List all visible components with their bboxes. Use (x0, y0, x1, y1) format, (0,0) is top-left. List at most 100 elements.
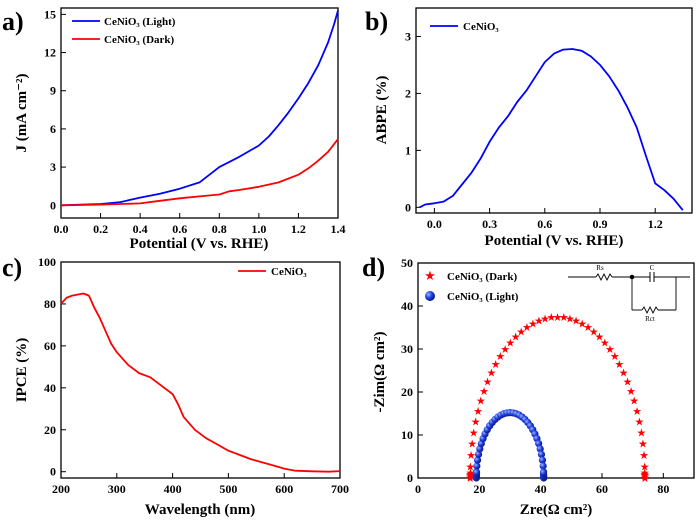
sphere-marker (538, 456, 547, 464)
panel-d-ticks: 0 20 40 60 80 0 10 20 30 40 50 (401, 256, 669, 496)
star-marker: ★ (511, 331, 521, 343)
panel-b-xlabel: Potential (V vs. RHE) (485, 233, 624, 249)
x-tick-label: 600 (275, 482, 293, 496)
panel-c: c) 200 300 400 500 600 700 0 20 40 60 80 100 Wavele… (2, 253, 349, 518)
panel-d-legend: ★ CeNiO₃ (Dark) CeNiO₃ (Light) (424, 268, 519, 303)
sphere-marker (472, 468, 481, 477)
circuit-label-rs: Rs (596, 264, 604, 272)
star-marker: ★ (571, 315, 581, 327)
star-marker: ★ (495, 351, 505, 363)
y-tick-label: 100 (38, 255, 56, 269)
y-tick-label: 0 (407, 471, 413, 485)
star-marker: ★ (505, 337, 515, 349)
star-marker: ★ (589, 326, 599, 338)
legend-label-dark: CeNiO₃ (Dark) (104, 34, 175, 46)
series-line (60, 10, 339, 207)
y-tick-label: 10 (401, 428, 413, 442)
legend-label-d-light: CeNiO₃ (Light) (447, 291, 519, 303)
x-tick-label: 400 (164, 482, 182, 496)
star-marker: ★ (491, 359, 501, 371)
star-marker: ★ (619, 367, 629, 379)
star-marker: ★ (640, 472, 650, 484)
star-marker: ★ (605, 344, 615, 356)
star-marker: ★ (471, 417, 481, 429)
star-marker: ★ (540, 313, 550, 325)
panel-d-frame (417, 262, 695, 479)
star-marker: ★ (553, 312, 563, 324)
star-marker: ★ (632, 406, 642, 418)
panel-b-label: b) (365, 7, 388, 36)
panel-a-plot (60, 10, 339, 207)
x-tick-label: 60 (596, 482, 608, 496)
panel-a-label: a) (2, 7, 24, 36)
star-marker: ★ (638, 439, 648, 451)
panel-c-legend: CeNiO₃ (238, 266, 307, 278)
star-marker: ★ (534, 315, 544, 327)
star-marker: ★ (479, 386, 489, 398)
star-marker: ★ (629, 396, 639, 408)
x-tick-label: 200 (52, 482, 70, 496)
star-marker: ★ (639, 450, 649, 462)
y-tick-label: 6 (50, 122, 56, 136)
y-tick-label: 50 (401, 256, 413, 270)
series-line (60, 292, 341, 473)
series-line (60, 138, 339, 207)
x-tick-label: 1.2 (648, 217, 663, 231)
sphere-marker (539, 462, 547, 470)
star-marker: ★ (626, 386, 636, 398)
legend-label-light: CeNiO₃ (Light) (104, 16, 176, 28)
star-marker: ★ (516, 326, 526, 338)
star-marker: ★ (522, 322, 532, 334)
x-tick-label: 0.6 (172, 222, 187, 236)
panel-c-frame (60, 261, 341, 479)
y-tick-label: 3 (405, 29, 411, 43)
y-tick-label: 40 (401, 299, 413, 313)
y-tick-label: 9 (50, 84, 56, 98)
x-tick-label: 1.0 (251, 222, 266, 236)
star-marker: ★ (466, 450, 476, 462)
x-tick-label: 0.0 (54, 222, 69, 236)
y-tick-label: 0 (50, 465, 56, 479)
panel-a-ylabel: J (mA cm⁻²) (14, 73, 30, 152)
legend-label-d-dark: CeNiO₃ (Dark) (447, 271, 518, 283)
circuit-label-rct: Rct (645, 315, 655, 323)
star-marker: ★ (465, 467, 475, 479)
y-tick-label: 40 (44, 381, 56, 395)
x-tick-label: 300 (108, 482, 126, 496)
star-marker: ★ (565, 313, 575, 325)
panel-d-plot: ★★★★★★★★★★★★★★★★★★★★★★★★★★★★★★★★★★★★★★★★… (465, 312, 650, 485)
star-marker: ★ (640, 473, 650, 485)
x-tick-label: 1.2 (291, 222, 306, 236)
star-marker: ★ (634, 417, 644, 429)
y-tick-label: 15 (44, 7, 56, 21)
y-tick-label: 2 (405, 86, 411, 100)
star-marker: ★ (476, 396, 486, 408)
y-tick-label: 3 (50, 160, 56, 174)
star-marker: ★ (640, 470, 650, 482)
star-marker: ★ (473, 406, 483, 418)
y-tick-label: 60 (44, 339, 56, 353)
star-marker: ★ (610, 351, 620, 363)
star-marker: ★ (465, 472, 475, 484)
star-marker: ★ (583, 322, 593, 334)
legend-label-b: CeNiO₃ (463, 21, 499, 33)
star-marker: ★ (483, 376, 493, 388)
x-tick-label: 0.3 (482, 217, 497, 231)
star-marker: ★ (500, 344, 510, 356)
star-marker: ★ (465, 461, 475, 473)
y-tick-label: 30 (401, 342, 413, 356)
panel-d-label: d) (362, 253, 385, 282)
panel-a-frame (60, 7, 339, 219)
panel-b-legend: CeNiO₃ (430, 21, 499, 33)
star-marker: ★ (546, 312, 556, 324)
circuit-label-c: C (650, 264, 655, 272)
y-tick-label: 80 (44, 297, 56, 311)
equivalent-circuit-inset: Rs C Rct (568, 264, 690, 323)
legend-sphere-icon (425, 291, 435, 301)
x-tick-label: 0.0 (427, 217, 442, 231)
panel-b-plot (419, 48, 684, 211)
legend-star-icon: ★ (424, 268, 436, 283)
panel-b-frame (415, 7, 693, 214)
star-marker: ★ (636, 428, 646, 440)
